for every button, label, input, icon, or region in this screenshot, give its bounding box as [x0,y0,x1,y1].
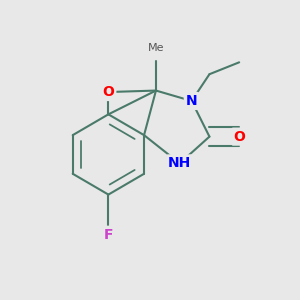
Text: F: F [103,228,113,242]
Text: NH: NH [168,156,191,170]
Text: O: O [103,85,114,99]
Text: Me: Me [148,44,164,53]
Text: N: N [186,94,197,108]
Text: O: O [233,130,245,144]
